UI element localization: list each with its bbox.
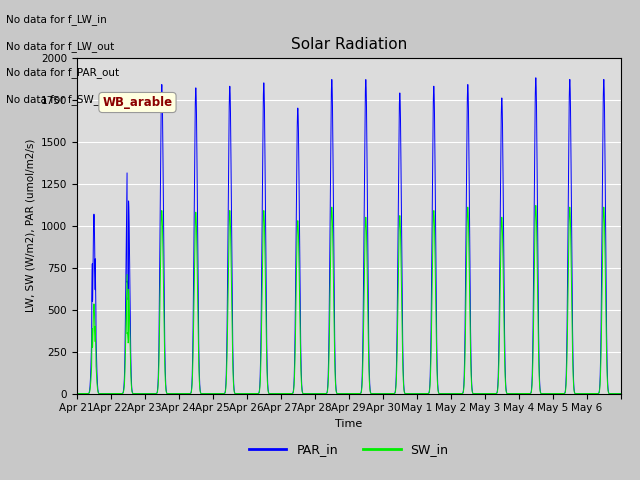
PAR_in <box>476 391 484 396</box>
SW_in <box>73 391 81 396</box>
Y-axis label: LW, SW (W/m2), PAR (umol/m2/s): LW, SW (W/m2), PAR (umol/m2/s) <box>25 139 35 312</box>
PAR_in <box>395 155 403 161</box>
Line: PAR_in: PAR_in <box>77 78 621 394</box>
Text: WB_arable: WB_arable <box>102 96 173 109</box>
Text: No data for f_LW_in: No data for f_LW_in <box>6 14 107 25</box>
PAR_in <box>506 391 513 396</box>
SW_in <box>617 391 625 396</box>
SW_in <box>270 391 278 396</box>
Text: No data for f_SW_out: No data for f_SW_out <box>6 94 116 105</box>
Line: SW_in: SW_in <box>77 205 621 394</box>
SW_in <box>532 203 540 208</box>
SW_in <box>476 391 484 396</box>
Text: No data for f_PAR_out: No data for f_PAR_out <box>6 67 120 78</box>
X-axis label: Time: Time <box>335 419 362 429</box>
SW_in <box>100 391 108 396</box>
PAR_in <box>270 391 278 396</box>
Text: No data for f_LW_out: No data for f_LW_out <box>6 41 115 52</box>
PAR_in <box>532 75 540 81</box>
Legend: PAR_in, SW_in: PAR_in, SW_in <box>244 438 454 461</box>
PAR_in <box>73 391 81 396</box>
PAR_in <box>100 391 108 396</box>
SW_in <box>419 391 426 396</box>
PAR_in <box>617 391 625 396</box>
SW_in <box>506 391 513 396</box>
PAR_in <box>419 391 426 396</box>
Title: Solar Radiation: Solar Radiation <box>291 37 407 52</box>
SW_in <box>395 251 403 257</box>
